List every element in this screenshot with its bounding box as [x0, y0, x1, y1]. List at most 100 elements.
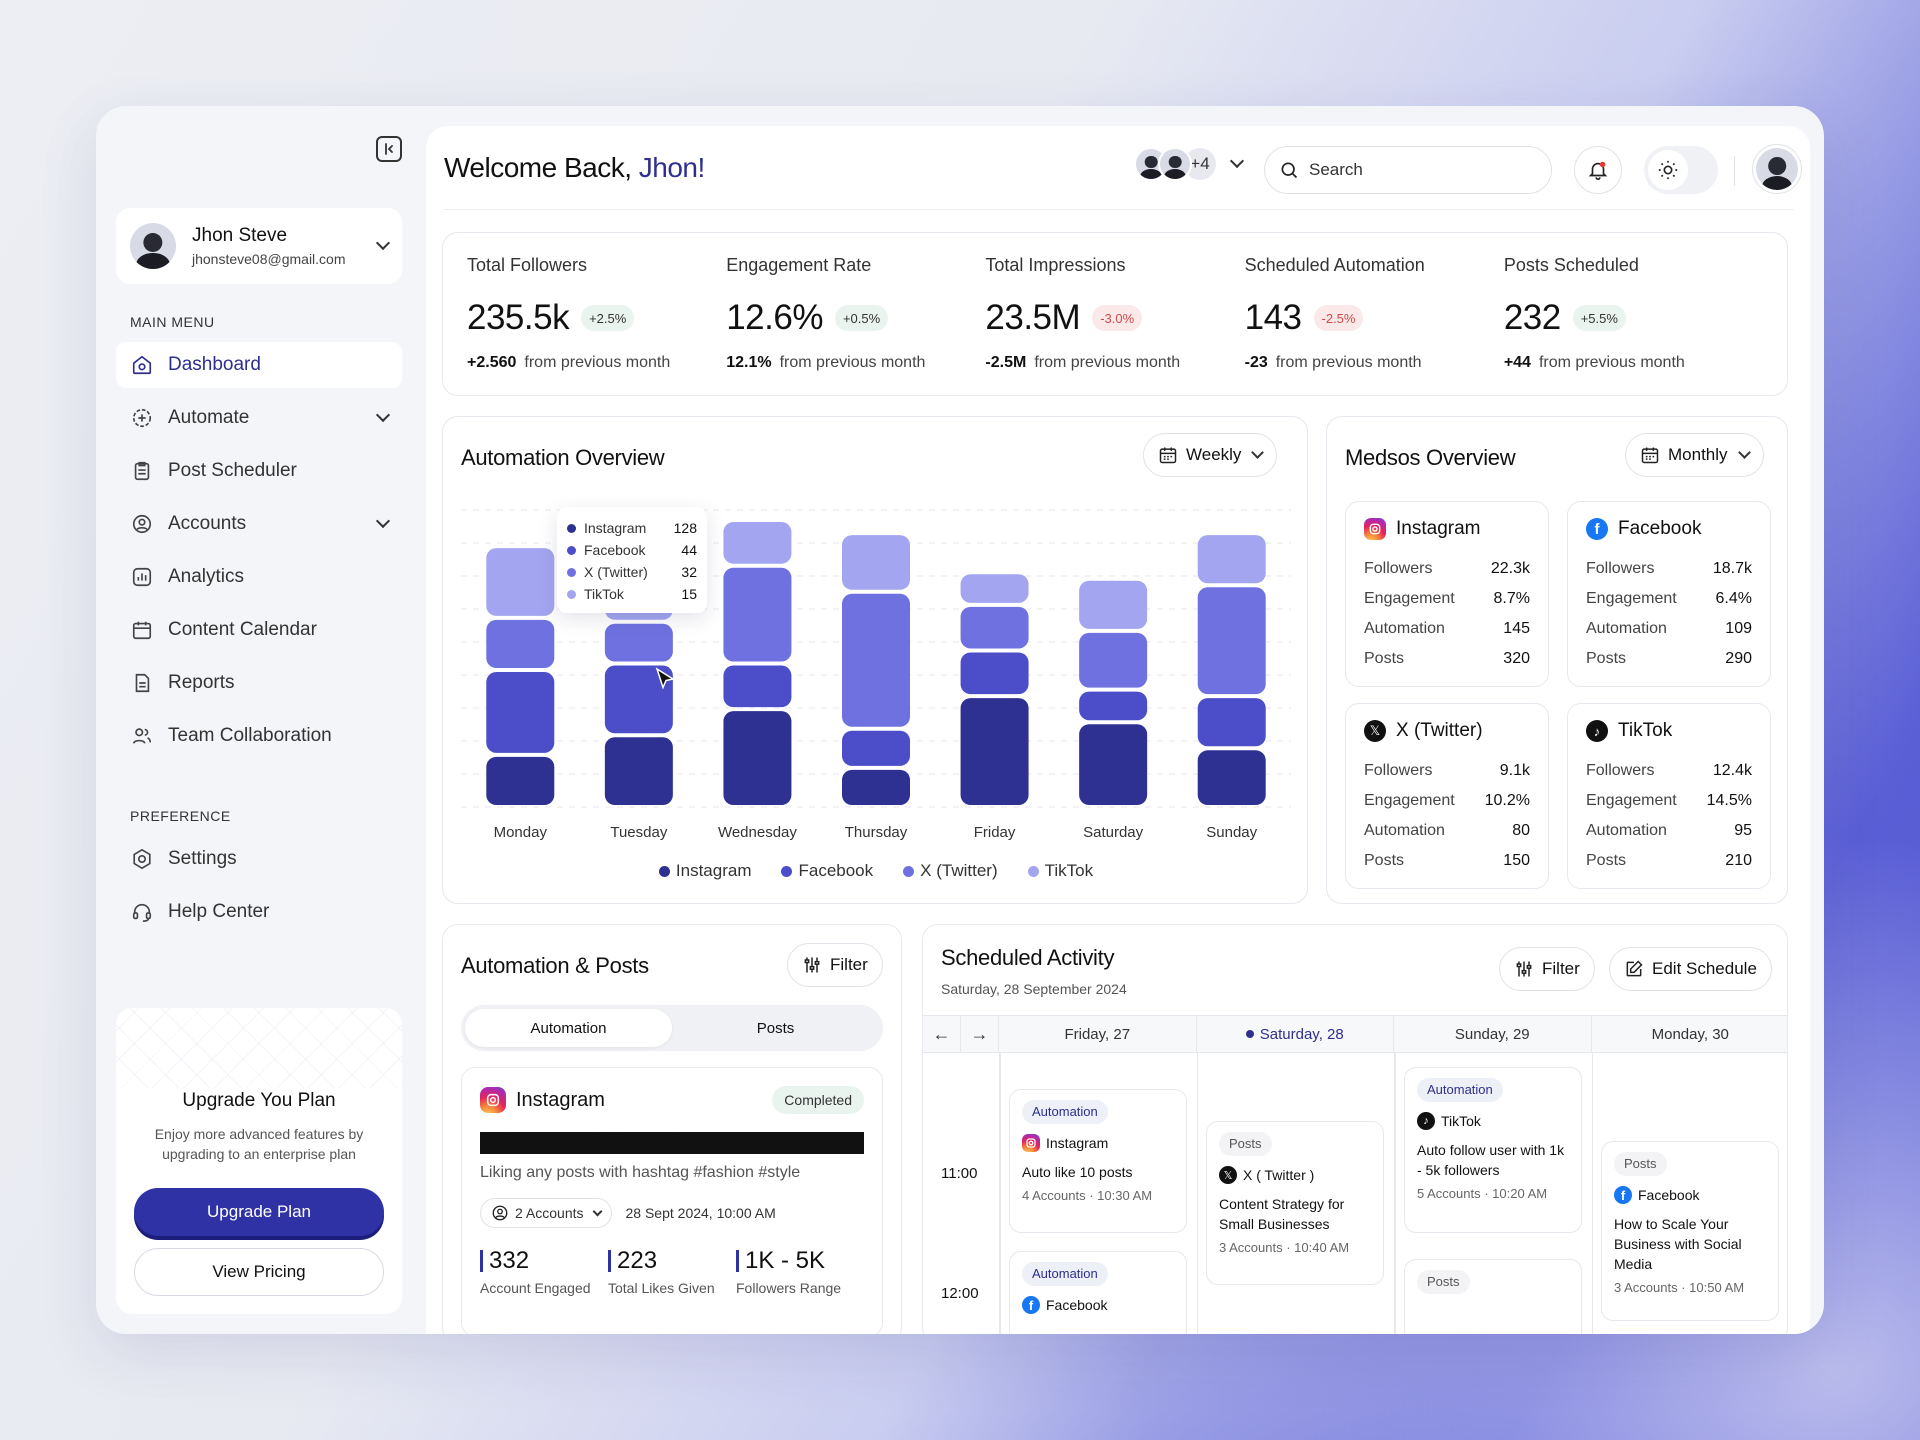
sidebar-item-analytics[interactable]: Analytics	[116, 554, 402, 600]
bar-tiktok-monday[interactable]	[486, 548, 555, 616]
event-accounts: 3 Accounts	[1614, 1280, 1678, 1295]
bar-x-twitter--wednesday[interactable]	[723, 567, 792, 662]
event-platform: X ( Twitter )	[1243, 1167, 1315, 1183]
bar-instagram-thursday[interactable]	[842, 769, 910, 805]
sidebar-item-content-calendar[interactable]: Content Calendar	[116, 607, 402, 653]
bar-tiktok-thursday[interactable]	[842, 535, 910, 590]
bar-x-twitter--friday[interactable]	[960, 606, 1029, 649]
bar-instagram-wednesday[interactable]	[723, 711, 792, 805]
edit-schedule-button[interactable]: Edit Schedule	[1609, 947, 1772, 991]
sidebar-item-reports[interactable]: Reports	[116, 660, 402, 706]
bar-x-twitter--sunday[interactable]	[1197, 587, 1266, 695]
app-window: Jhon Steve jhonsteve08@gmail.com MAIN ME…	[96, 106, 1824, 1334]
event-card[interactable]: Automation Instagram Auto like 10 posts …	[1009, 1089, 1187, 1233]
tooltip-series: Facebook	[584, 542, 646, 558]
medsos-period-dropdown[interactable]: Monthly	[1625, 433, 1764, 477]
day-column-sunday[interactable]: Sunday, 29	[1394, 1016, 1592, 1052]
sidebar-item-settings[interactable]: Settings	[116, 836, 402, 882]
tab-posts[interactable]: Posts	[756, 1019, 795, 1037]
platform-card-instagram[interactable]: Instagram Followers 22.3k Engagement 8.7% Aut…	[1345, 501, 1549, 687]
sidebar-item-post-scheduler[interactable]: Post Scheduler	[116, 448, 402, 494]
metric-label: Engagement	[1364, 792, 1455, 809]
gear-icon	[130, 847, 154, 871]
upgrade-plan-button[interactable]: Upgrade Plan	[134, 1188, 384, 1236]
accounts-dropdown[interactable]: 2 Accounts	[480, 1198, 612, 1228]
legend-item[interactable]: Instagram	[658, 861, 751, 881]
day-column-saturday[interactable]: Saturday, 28	[1197, 1016, 1394, 1052]
tab-automation[interactable]: Automation	[465, 1009, 672, 1047]
stat-label: Total Followers	[467, 255, 588, 275]
legend-item[interactable]: Facebook	[781, 861, 873, 881]
sidebar-item-help-center[interactable]: Help Center	[116, 889, 402, 935]
bar-facebook-wednesday[interactable]	[723, 665, 792, 708]
bar-x-twitter--monday[interactable]	[486, 619, 555, 669]
bar-tiktok-friday[interactable]	[960, 574, 1029, 603]
profile-switcher[interactable]: Jhon Steve jhonsteve08@gmail.com	[116, 208, 402, 284]
event-card[interactable]: Posts	[1404, 1259, 1582, 1334]
day-label: Monday, 30	[1651, 1025, 1729, 1043]
bar-tiktok-sunday[interactable]	[1197, 535, 1266, 584]
user-avatar-button[interactable]	[1752, 144, 1802, 194]
sidebar-item-automate[interactable]: Automate	[116, 395, 402, 441]
sidebar-item-dashboard[interactable]: Dashboard	[116, 342, 402, 388]
notification-button[interactable]	[1574, 146, 1622, 194]
bar-facebook-tuesday[interactable]	[604, 665, 673, 734]
metric-row: Automation 95	[1586, 816, 1752, 846]
day-column-monday[interactable]: Monday, 30	[1592, 1016, 1788, 1052]
metric-value: 80	[1512, 822, 1530, 839]
bar-instagram-tuesday[interactable]	[604, 737, 673, 805]
bar-facebook-monday[interactable]	[486, 672, 555, 753]
time-label: 11:00	[941, 1165, 978, 1182]
bar-x-twitter--thursday[interactable]	[842, 593, 910, 727]
change-badge: +5.5%	[1572, 305, 1626, 331]
bar-facebook-saturday[interactable]	[1079, 691, 1148, 721]
event-card[interactable]: Posts f Facebook How to Scale Your Busine…	[1601, 1141, 1779, 1321]
tooltip-row: TikTok 15	[567, 583, 697, 605]
change-badge: -3.0%	[1092, 305, 1143, 331]
team-members[interactable]: +4	[1134, 146, 1245, 182]
collapse-sidebar-icon[interactable]	[376, 136, 402, 162]
bar-x-twitter--saturday[interactable]	[1079, 632, 1148, 688]
bar-tiktok-saturday[interactable]	[1079, 580, 1148, 629]
view-pricing-button[interactable]: View Pricing	[134, 1248, 384, 1296]
search-input[interactable]	[1309, 160, 1509, 180]
bar-tiktok-wednesday[interactable]	[723, 522, 792, 564]
bar-instagram-friday[interactable]	[960, 698, 1029, 805]
platform-card-tiktok[interactable]: ♪ TikTok Followers 12.4k Engagement 14.5% Auto…	[1567, 703, 1771, 889]
event-card[interactable]: Automation ♪ TikTok Auto follow user with…	[1404, 1067, 1582, 1233]
metric-label: Automation	[1364, 620, 1445, 637]
bar-facebook-sunday[interactable]	[1197, 698, 1266, 747]
stat-value: 23.5M	[985, 298, 1081, 337]
bar-instagram-sunday[interactable]	[1197, 750, 1266, 805]
event-tag: Posts	[1219, 1132, 1272, 1156]
sidebar-item-accounts[interactable]: Accounts	[116, 501, 402, 547]
metric-label: Engagement	[1364, 590, 1455, 607]
day-label: Friday, 27	[1064, 1025, 1131, 1043]
platform-card-x-twitter-[interactable]: 𝕏 X (Twitter) Followers 9.1k Engagement 10.2%…	[1345, 703, 1549, 889]
bar-x-twitter--tuesday[interactable]	[604, 623, 673, 662]
sidebar-item-team-collaboration[interactable]: Team Collaboration	[116, 713, 402, 759]
automation-item[interactable]: Instagram Completed Instagram auto like …	[461, 1067, 883, 1334]
metric-row: Engagement 14.5%	[1586, 786, 1752, 816]
legend-item[interactable]: X (Twitter)	[903, 861, 998, 881]
day-column-friday[interactable]: Friday, 27	[999, 1016, 1197, 1052]
period-dropdown[interactable]: Weekly	[1143, 433, 1278, 477]
event-card[interactable]: Posts 𝕏 X ( Twitter ) Content Strategy fo…	[1206, 1121, 1384, 1285]
bar-instagram-monday[interactable]	[486, 756, 555, 805]
series-dot	[567, 589, 576, 599]
arrow-left-icon[interactable]: ←	[923, 1016, 961, 1052]
filter-button[interactable]: Filter	[1499, 947, 1595, 991]
arrow-right-icon[interactable]: →	[961, 1016, 999, 1052]
bar-instagram-saturday[interactable]	[1079, 724, 1148, 805]
x-tick-label: Monday	[494, 824, 548, 841]
bar-facebook-thursday[interactable]	[842, 730, 910, 766]
platform-card-facebook[interactable]: f Facebook Followers 18.7k Engagement 6.4% Aut…	[1567, 501, 1771, 687]
bar-facebook-friday[interactable]	[960, 652, 1029, 695]
event-card[interactable]: Automation f Facebook	[1009, 1251, 1187, 1334]
sidebar: Jhon Steve jhonsteve08@gmail.com MAIN ME…	[96, 106, 426, 1334]
legend-dot	[658, 865, 670, 877]
theme-toggle[interactable]	[1644, 146, 1718, 194]
legend-item[interactable]: TikTok	[1027, 861, 1093, 881]
metric-row: Posts 290	[1586, 644, 1752, 674]
filter-button[interactable]: Filter	[787, 943, 883, 987]
